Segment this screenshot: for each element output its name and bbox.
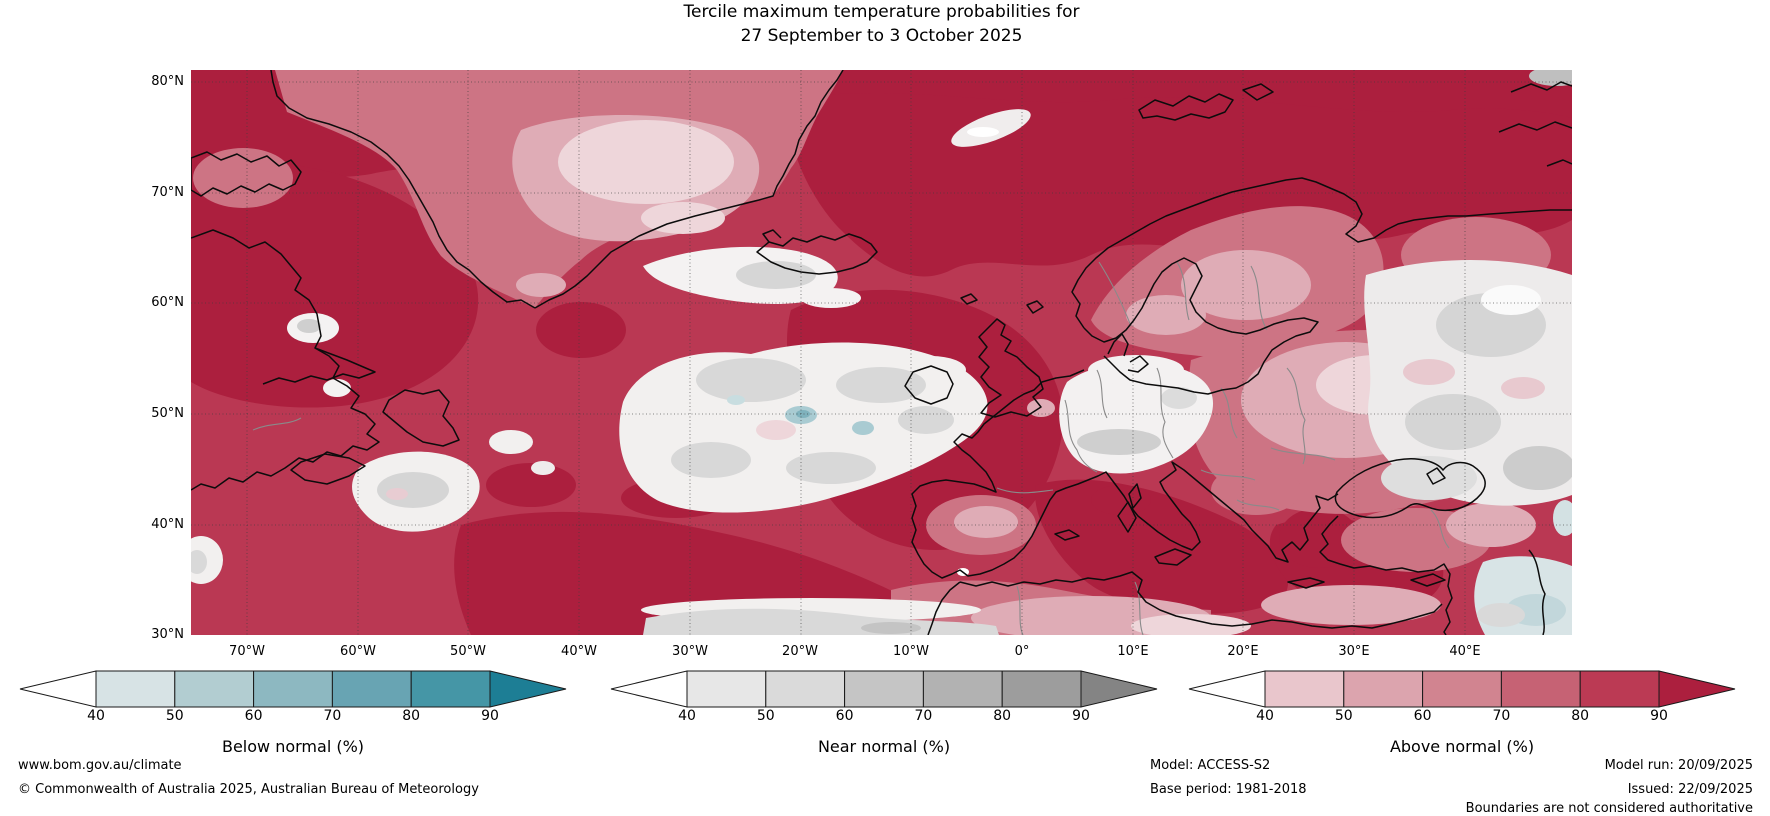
colorbar-below-tick-50: 50 [165, 708, 184, 724]
colorbar-near-segment-4 [1001, 670, 1082, 708]
graticule [191, 70, 1572, 635]
lon-tick-20e: 20°E [1227, 644, 1259, 659]
colorbar-near-tick-90: 90 [1072, 708, 1090, 724]
colorbar-above-segment-2 [1422, 670, 1502, 708]
lon-tick-10w: 10°W [893, 644, 929, 659]
legend: 40 50 60 70 80 90 40 50 60 70 80 90 40 50 60 70 80 90 Bel… [0, 660, 1770, 770]
footer-issued: Issued: 22/09/2025 [1627, 782, 1753, 797]
colorbar-above-tick-90: 90 [1650, 708, 1668, 724]
footer-copyright: © Commonwealth of Australia 2025, Austra… [18, 782, 479, 797]
legend-title-above: Above normal (%) [1389, 737, 1535, 756]
colorbar-above-tick-70: 70 [1492, 708, 1511, 724]
colorbar-above-segment-4 [1579, 670, 1660, 708]
colorbar-above-tick-60: 60 [1413, 708, 1432, 724]
colorbar-above-tick-40: 40 [1256, 708, 1274, 724]
colorbar-near-tick-40: 40 [678, 708, 696, 724]
colorbar-below-tick-40: 40 [87, 708, 105, 724]
lat-tick-70n: 70°N [151, 185, 184, 200]
lon-tick-30w: 30°W [672, 644, 708, 659]
legend-title-near: Near normal (%) [817, 737, 951, 756]
colorbar-near-low-arrow [610, 670, 688, 708]
colorbar-below-tick-70: 70 [323, 708, 342, 724]
footer-model-run: Model run: 20/09/2025 [1604, 758, 1753, 773]
lon-tick-20w: 20°W [782, 644, 818, 659]
lon-tick-70w: 70°W [229, 644, 265, 659]
chart-title: Tercile maximum temperature probabilitie… [191, 1, 1572, 48]
colorbar-above-low-arrow [1188, 670, 1266, 708]
footer-base-period: Base period: 1981-2018 [1150, 782, 1307, 797]
colorbar-near-segment-1 [765, 670, 846, 708]
lon-tick-0: 0° [1014, 644, 1030, 659]
colorbar-below-segment-1 [174, 670, 255, 708]
country-borders [252, 261, 1450, 635]
colorbar-below-segment-2 [253, 670, 333, 708]
colorbar-near-segment-3 [922, 670, 1003, 708]
colorbar-above-segment-3 [1500, 670, 1581, 708]
colorbar-near-tick-70: 70 [914, 708, 933, 724]
colorbar-near-tick-60: 60 [835, 708, 854, 724]
colorbar-below-high-arrow [489, 670, 567, 708]
lon-tick-40e: 40°E [1449, 644, 1481, 659]
lon-tick-40w: 40°W [561, 644, 597, 659]
colorbar-near-high-arrow [1080, 670, 1158, 708]
lon-tick-60w: 60°W [340, 644, 376, 659]
colorbar-below-tick-90: 90 [481, 708, 499, 724]
colorbar-below-segment-4 [410, 670, 491, 708]
lon-tick-50w: 50°W [450, 644, 486, 659]
lat-tick-60n: 60°N [151, 295, 184, 310]
legend-colorbars [19, 670, 1736, 708]
colorbar-near-segment-0 [686, 670, 767, 708]
colorbar-below-tick-60: 60 [244, 708, 263, 724]
colorbar-near-tick-50: 50 [756, 708, 775, 724]
colorbar-below-segment-0 [95, 670, 176, 708]
chart-title-line2: 27 September to 3 October 2025 [740, 25, 1023, 46]
lat-tick-30n: 30°N [151, 627, 184, 642]
lat-tick-80n: 80°N [151, 74, 184, 89]
colorbar-above-tick-50: 50 [1334, 708, 1353, 724]
colorbar-below-segment-3 [331, 670, 412, 708]
colorbar-near-tick-80: 80 [993, 708, 1012, 724]
colorbar-near-segment-2 [844, 670, 924, 708]
coastlines [191, 70, 1572, 635]
colorbar-below-low-arrow [19, 670, 97, 708]
colorbar-above-segment-0 [1264, 670, 1345, 708]
footer-model: Model: ACCESS-S2 [1150, 758, 1271, 773]
lon-tick-30e: 30°E [1338, 644, 1370, 659]
colorbar-above-high-arrow [1658, 670, 1736, 708]
probability-map [191, 70, 1572, 635]
footer-site-url: www.bom.gov.au/climate [18, 758, 182, 773]
lat-tick-40n: 40°N [151, 517, 184, 532]
lon-tick-10e: 10°E [1117, 644, 1149, 659]
lat-tick-50n: 50°N [151, 406, 184, 421]
chart-title-line1: Tercile maximum temperature probabilitie… [683, 2, 1080, 22]
legend-title-below: Below normal (%) [221, 737, 365, 756]
colorbar-above-segment-1 [1343, 670, 1424, 708]
colorbar-above-tick-80: 80 [1571, 708, 1590, 724]
footer-disclaimer: Boundaries are not considered authoritat… [1465, 801, 1753, 816]
colorbar-below-tick-80: 80 [402, 708, 421, 724]
